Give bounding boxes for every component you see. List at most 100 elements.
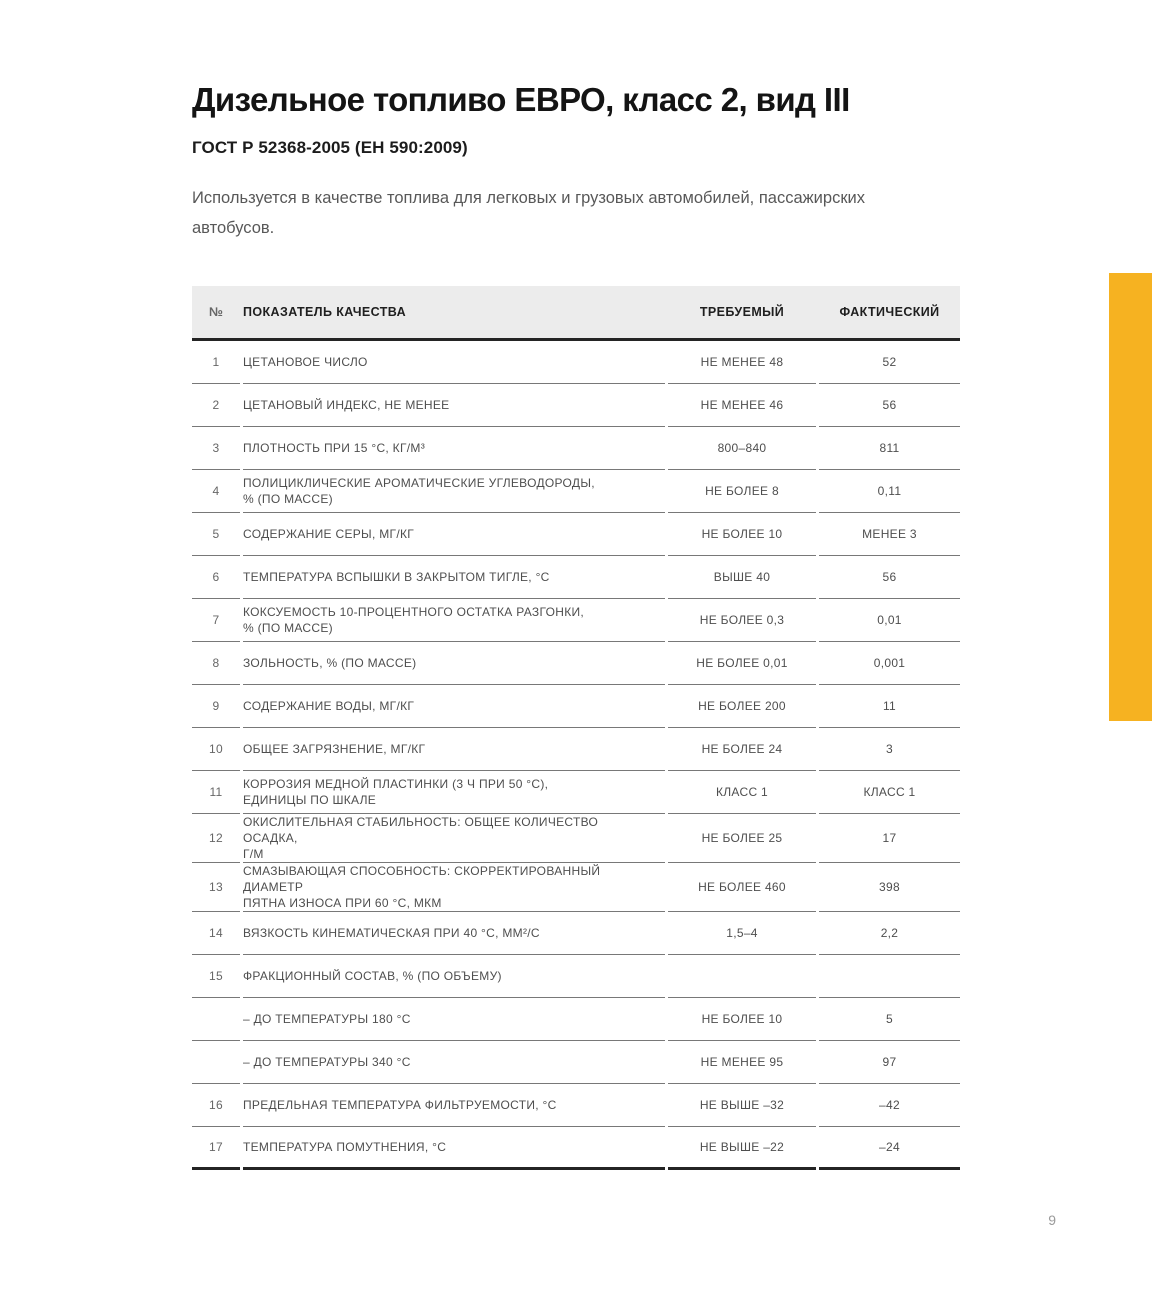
table-row: 10 ОБЩЕЕ ЗАГРЯЗНЕНИЕ, МГ/КГ НЕ БОЛЕЕ 24 … bbox=[192, 728, 960, 772]
row-indicator-name: ПРЕДЕЛЬНАЯ ТЕМПЕРАТУРА ФИЛЬТРУЕМОСТИ, °С bbox=[243, 1084, 665, 1128]
row-number: 3 bbox=[192, 427, 240, 471]
row-required-value: НЕ БОЛЕЕ 24 bbox=[668, 728, 816, 772]
row-indicator-name: СОДЕРЖАНИЕ ВОДЫ, МГ/КГ bbox=[243, 685, 665, 729]
table-row: 4 ПОЛИЦИКЛИЧЕСКИЕ АРОМАТИЧЕСКИЕ УГЛЕВОДО… bbox=[192, 470, 960, 514]
row-indicator-name: СМАЗЫВАЮЩАЯ СПОСОБНОСТЬ: СКОРРЕКТИРОВАНН… bbox=[243, 863, 665, 913]
row-actual-value: 17 bbox=[819, 814, 960, 864]
row-actual-value: 5 bbox=[819, 998, 960, 1042]
row-number: 16 bbox=[192, 1084, 240, 1128]
usage-description: Используется в качестве топлива для легк… bbox=[192, 189, 866, 238]
row-number: 17 bbox=[192, 1127, 240, 1171]
row-number: 11 bbox=[192, 771, 240, 815]
row-required-value: НЕ БОЛЕЕ 25 bbox=[668, 814, 816, 864]
row-indicator-name: ЦЕТАНОВОЕ ЧИСЛО bbox=[243, 341, 665, 385]
row-required-value: НЕ БОЛЕЕ 0,3 bbox=[668, 599, 816, 643]
page-number: 9 bbox=[1048, 1212, 1056, 1228]
row-number: 8 bbox=[192, 642, 240, 686]
table-row: 12 ОКИСЛИТЕЛЬНАЯ СТАБИЛЬНОСТЬ: ОБЩЕЕ КОЛ… bbox=[192, 814, 960, 864]
row-actual-value: 811 bbox=[819, 427, 960, 471]
row-actual-value: –24 bbox=[819, 1127, 960, 1171]
page-content: Дизельное топливо ЕВРО, класс 2, вид III… bbox=[192, 0, 962, 1171]
row-required-value: НЕ БОЛЕЕ 0,01 bbox=[668, 642, 816, 686]
row-required-value: НЕ БОЛЕЕ 10 bbox=[668, 998, 816, 1042]
row-indicator-name: ПЛОТНОСТЬ ПРИ 15 °С, КГ/М³ bbox=[243, 427, 665, 471]
row-actual-value: 398 bbox=[819, 863, 960, 913]
row-indicator-name: ВЯЗКОСТЬ КИНЕМАТИЧЕСКАЯ ПРИ 40 °С, ММ²/С bbox=[243, 912, 665, 956]
row-required-value: ВЫШЕ 40 bbox=[668, 556, 816, 600]
row-actual-value: 56 bbox=[819, 556, 960, 600]
row-number: 5 bbox=[192, 513, 240, 557]
table-row: – ДО ТЕМПЕРАТУРЫ 180 °С НЕ БОЛЕЕ 10 5 bbox=[192, 998, 960, 1042]
row-number: 15 bbox=[192, 955, 240, 999]
row-actual-value: 0,11 bbox=[819, 470, 960, 514]
row-number: 2 bbox=[192, 384, 240, 428]
row-required-value: НЕ БОЛЕЕ 8 bbox=[668, 470, 816, 514]
table-row: 2 ЦЕТАНОВЫЙ ИНДЕКС, НЕ МЕНЕЕ НЕ МЕНЕЕ 46… bbox=[192, 384, 960, 428]
row-required-value: НЕ БОЛЕЕ 200 bbox=[668, 685, 816, 729]
row-indicator-name: КОРРОЗИЯ МЕДНОЙ ПЛАСТИНКИ (3 Ч ПРИ 50 °С… bbox=[243, 771, 665, 815]
row-required-value: НЕ МЕНЕЕ 46 bbox=[668, 384, 816, 428]
standard-reference: ГОСТ Р 52368-2005 (ЕН 590:2009) bbox=[192, 138, 468, 158]
row-number: 12 bbox=[192, 814, 240, 864]
row-number: 14 bbox=[192, 912, 240, 956]
row-required-value: НЕ ВЫШЕ –32 bbox=[668, 1084, 816, 1128]
row-number: 10 bbox=[192, 728, 240, 772]
row-actual-value: 2,2 bbox=[819, 912, 960, 956]
row-required-value: 1,5–4 bbox=[668, 912, 816, 956]
row-indicator-name: ТЕМПЕРАТУРА ВСПЫШКИ В ЗАКРЫТОМ ТИГЛЕ, °С bbox=[243, 556, 665, 600]
row-actual-value: 52 bbox=[819, 341, 960, 385]
table-row: 16 ПРЕДЕЛЬНАЯ ТЕМПЕРАТУРА ФИЛЬТРУЕМОСТИ,… bbox=[192, 1084, 960, 1128]
row-required-value: КЛАСС 1 bbox=[668, 771, 816, 815]
row-actual-value: КЛАСС 1 bbox=[819, 771, 960, 815]
table-row: 3 ПЛОТНОСТЬ ПРИ 15 °С, КГ/М³ 800–840 811 bbox=[192, 427, 960, 471]
header-actual: ФАКТИЧЕСКИЙ bbox=[839, 305, 940, 320]
row-number: 9 bbox=[192, 685, 240, 729]
header-required: ТРЕБУЕМЫЙ bbox=[699, 305, 785, 320]
row-actual-value: 0,001 bbox=[819, 642, 960, 686]
row-required-value bbox=[668, 955, 816, 999]
row-number: 1 bbox=[192, 341, 240, 385]
table-row: 13 СМАЗЫВАЮЩАЯ СПОСОБНОСТЬ: СКОРРЕКТИРОВ… bbox=[192, 863, 960, 913]
table-header-row: № ПОКАЗАТЕЛЬ КАЧЕСТВА ТРЕБУЕМЫЙ ФАКТИЧЕС… bbox=[192, 286, 960, 342]
row-number: 13 bbox=[192, 863, 240, 913]
table-row: 17 ТЕМПЕРАТУРА ПОМУТНЕНИЯ, °С НЕ ВЫШЕ –2… bbox=[192, 1127, 960, 1171]
row-indicator-name: КОКСУЕМОСТЬ 10-ПРОЦЕНТНОГО ОСТАТКА РАЗГО… bbox=[243, 599, 665, 643]
header-indicator: ПОКАЗАТЕЛЬ КАЧЕСТВА bbox=[243, 305, 407, 320]
table-row: 5 СОДЕРЖАНИЕ СЕРЫ, МГ/КГ НЕ БОЛЕЕ 10 МЕН… bbox=[192, 513, 960, 557]
row-indicator-name: ФРАКЦИОННЫЙ СОСТАВ, % (ПО ОБЪЕМУ) bbox=[243, 955, 665, 999]
row-indicator-name: ОКИСЛИТЕЛЬНАЯ СТАБИЛЬНОСТЬ: ОБЩЕЕ КОЛИЧЕ… bbox=[243, 814, 665, 864]
table-row: 11 КОРРОЗИЯ МЕДНОЙ ПЛАСТИНКИ (3 Ч ПРИ 50… bbox=[192, 771, 960, 815]
table-row: 9 СОДЕРЖАНИЕ ВОДЫ, МГ/КГ НЕ БОЛЕЕ 200 11 bbox=[192, 685, 960, 729]
row-actual-value: –42 bbox=[819, 1084, 960, 1128]
row-indicator-name: – ДО ТЕМПЕРАТУРЫ 180 °С bbox=[243, 998, 665, 1042]
table-row: 7 КОКСУЕМОСТЬ 10-ПРОЦЕНТНОГО ОСТАТКА РАЗ… bbox=[192, 599, 960, 643]
row-actual-value: 0,01 bbox=[819, 599, 960, 643]
row-indicator-name: ЦЕТАНОВЫЙ ИНДЕКС, НЕ МЕНЕЕ bbox=[243, 384, 665, 428]
row-required-value: НЕ МЕНЕЕ 48 bbox=[668, 341, 816, 385]
row-required-value: НЕ ВЫШЕ –22 bbox=[668, 1127, 816, 1171]
table-row: 1 ЦЕТАНОВОЕ ЧИСЛО НЕ МЕНЕЕ 48 52 bbox=[192, 341, 960, 385]
row-indicator-name: СОДЕРЖАНИЕ СЕРЫ, МГ/КГ bbox=[243, 513, 665, 557]
row-indicator-name: ПОЛИЦИКЛИЧЕСКИЕ АРОМАТИЧЕСКИЕ УГЛЕВОДОРО… bbox=[243, 470, 665, 514]
row-actual-value: 97 bbox=[819, 1041, 960, 1085]
row-actual-value: 3 bbox=[819, 728, 960, 772]
table-row: 8 ЗОЛЬНОСТЬ, % (ПО МАССЕ) НЕ БОЛЕЕ 0,01 … bbox=[192, 642, 960, 686]
row-indicator-name: ЗОЛЬНОСТЬ, % (ПО МАССЕ) bbox=[243, 642, 665, 686]
quality-table: № ПОКАЗАТЕЛЬ КАЧЕСТВА ТРЕБУЕМЫЙ ФАКТИЧЕС… bbox=[192, 286, 960, 1171]
page-title: Дизельное топливо ЕВРО, класс 2, вид III bbox=[192, 81, 850, 118]
row-indicator-name: ТЕМПЕРАТУРА ПОМУТНЕНИЯ, °С bbox=[243, 1127, 665, 1171]
row-actual-value: 11 bbox=[819, 685, 960, 729]
row-number: 6 bbox=[192, 556, 240, 600]
row-actual-value: 56 bbox=[819, 384, 960, 428]
row-required-value: НЕ БОЛЕЕ 460 bbox=[668, 863, 816, 913]
table-row: 15 ФРАКЦИОННЫЙ СОСТАВ, % (ПО ОБЪЕМУ) bbox=[192, 955, 960, 999]
header-num: № bbox=[208, 305, 224, 320]
row-required-value: НЕ БОЛЕЕ 10 bbox=[668, 513, 816, 557]
row-number: 7 bbox=[192, 599, 240, 643]
row-number: 4 bbox=[192, 470, 240, 514]
table-row: 14 ВЯЗКОСТЬ КИНЕМАТИЧЕСКАЯ ПРИ 40 °С, ММ… bbox=[192, 912, 960, 956]
table-row: – ДО ТЕМПЕРАТУРЫ 340 °С НЕ МЕНЕЕ 95 97 bbox=[192, 1041, 960, 1085]
row-required-value: 800–840 bbox=[668, 427, 816, 471]
row-number bbox=[192, 998, 240, 1042]
